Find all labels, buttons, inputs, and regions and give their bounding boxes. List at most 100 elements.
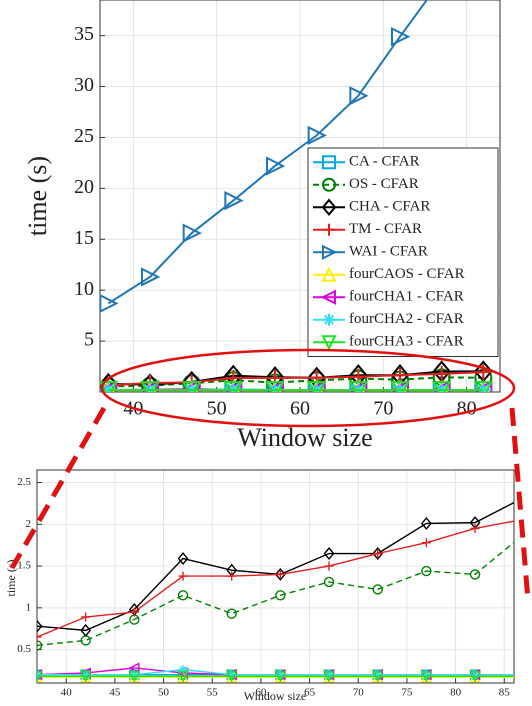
marker (324, 670, 334, 680)
x-tick-label: 75 (401, 686, 413, 698)
marker (323, 671, 335, 683)
marker (129, 607, 139, 617)
legend-label: CA - CFAR (349, 154, 420, 170)
x-tick-label: 55 (207, 686, 219, 698)
legend-label: fourCHA2 - CFAR (349, 311, 464, 327)
zoom-connector (509, 407, 531, 601)
y-tick-label: 25 (74, 125, 94, 147)
x-tick-label: 70 (373, 398, 393, 420)
marker (129, 670, 139, 680)
marker (141, 267, 161, 287)
legend-marker (323, 313, 335, 326)
legend-label: TM - CFAR (349, 221, 422, 237)
y-tick-label: 10 (74, 278, 94, 300)
marker (372, 671, 384, 683)
series-line (107, 0, 429, 305)
marker (432, 381, 452, 392)
bottom-chart: 0.5 1 1.5 2 2.5 40 45 50 55 60 65 70 75 80 85 Window si… (4, 469, 515, 703)
marker (100, 381, 117, 392)
marker (420, 516, 432, 530)
x-tick-label: 65 (304, 686, 316, 698)
marker (37, 619, 43, 633)
marker (307, 381, 327, 392)
y-tick-label: 1 (26, 601, 32, 613)
y-axis-label: time (s) (23, 156, 52, 236)
series-line (108, 371, 484, 387)
marker (177, 590, 189, 601)
plot-area (37, 501, 514, 683)
legend-label: WAI - CFAR (349, 244, 428, 260)
marker (373, 670, 383, 680)
marker (372, 547, 384, 561)
marker (372, 584, 383, 595)
zoom-connector (9, 406, 107, 570)
marker (177, 552, 189, 566)
x-tick-label: 50 (158, 686, 170, 698)
marker (469, 569, 481, 580)
marker (81, 612, 91, 622)
series-line (108, 376, 484, 388)
marker (421, 565, 432, 577)
marker (100, 381, 118, 392)
marker (433, 365, 450, 382)
y-tick-label: 5 (84, 329, 94, 351)
legend-label: fourCHA1 - CFAR (349, 289, 464, 305)
marker (348, 381, 368, 392)
plot-area (100, 0, 493, 392)
y-tick-label: 0.5 (17, 643, 31, 655)
legend-marker (322, 244, 338, 260)
y-tick-label: 20 (74, 176, 94, 198)
marker (226, 608, 237, 619)
marker (224, 190, 244, 211)
marker (80, 635, 91, 646)
legend-marker (321, 266, 337, 282)
legend-marker (321, 335, 337, 351)
marker (129, 614, 140, 625)
marker (391, 27, 411, 47)
legend-marker (320, 289, 336, 305)
marker (227, 670, 237, 680)
legend-marker (321, 198, 337, 217)
marker (100, 372, 118, 392)
x-tick-label: 50 (207, 398, 227, 420)
marker (182, 223, 202, 243)
marker (323, 547, 335, 561)
marker (420, 671, 433, 683)
marker (80, 671, 92, 683)
marker (177, 671, 189, 683)
marker (223, 381, 243, 392)
legend-marker (322, 177, 337, 192)
marker (37, 640, 43, 651)
marker (473, 381, 493, 392)
y-tick-label: 15 (74, 227, 94, 249)
legend-label: fourCAOS - CFAR (349, 266, 465, 282)
marker (265, 381, 285, 392)
marker (182, 381, 202, 392)
marker (373, 549, 383, 559)
marker (178, 571, 188, 581)
legend-label: fourCHA3 - CFAR (349, 334, 464, 350)
marker (80, 623, 92, 637)
y-tick-label: 35 (74, 23, 94, 45)
legend-marker (323, 223, 335, 236)
marker (128, 671, 140, 683)
marker (140, 381, 160, 392)
x-axis-label: Window size (244, 689, 307, 703)
x-tick-label: 80 (450, 686, 462, 698)
series-line (37, 541, 514, 647)
marker (37, 671, 43, 683)
marker (274, 671, 286, 683)
x-tick-label: 40 (61, 686, 73, 698)
marker (432, 368, 451, 387)
marker (100, 294, 119, 313)
marker (275, 569, 285, 579)
x-tick-label: 60 (255, 686, 267, 698)
marker (324, 561, 334, 571)
marker (227, 571, 237, 581)
x-tick-label: 80 (457, 398, 477, 420)
marker (323, 576, 335, 588)
legend-label: OS - CFAR (349, 176, 419, 192)
x-axis-label: Window size (237, 423, 372, 452)
